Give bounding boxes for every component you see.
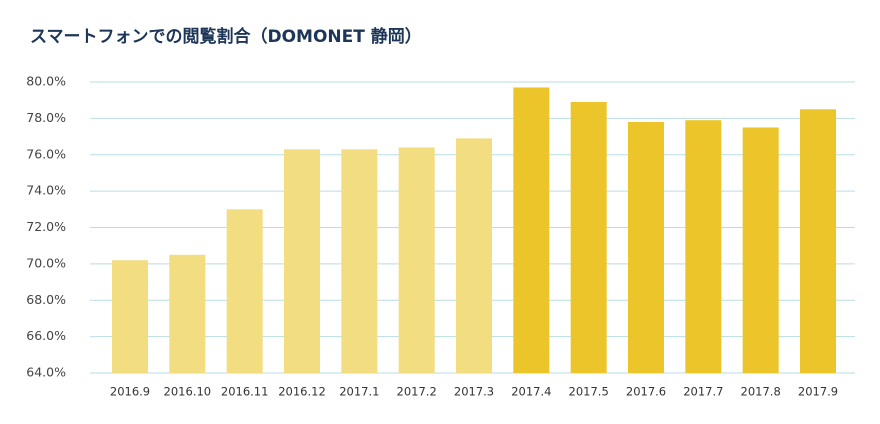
x-tick-label: 2017.1 — [339, 385, 379, 399]
chart-title: スマートフォンでの閲覧割合（DOMONET 静岡） — [30, 26, 422, 47]
bar — [742, 127, 779, 373]
x-tick-label: 2016.9 — [110, 385, 150, 399]
x-tick-label: 2017.2 — [397, 385, 437, 399]
y-tick-label: 76.0% — [26, 146, 66, 161]
y-tick-label: 80.0% — [26, 74, 66, 89]
x-tick-label: 2017.9 — [798, 385, 838, 399]
bar — [398, 147, 435, 373]
bar — [284, 149, 320, 373]
y-tick-label: 68.0% — [26, 292, 66, 307]
y-tick-label: 72.0% — [26, 219, 66, 234]
x-tick-label: 2016.10 — [164, 385, 212, 399]
bar — [169, 254, 206, 373]
x-tick-label: 2017.8 — [741, 385, 781, 399]
x-tick-label: 2017.7 — [683, 385, 723, 399]
y-tick-label: 64.0% — [26, 365, 66, 380]
x-tick-label: 2017.5 — [569, 385, 609, 399]
x-tick-label: 2017.3 — [454, 385, 494, 399]
bar — [800, 109, 836, 373]
bar — [456, 138, 492, 373]
y-tick-label: 66.0% — [26, 328, 66, 343]
y-tick-label: 78.0% — [26, 110, 66, 125]
bar — [628, 122, 664, 373]
x-tick-label: 2016.12 — [278, 385, 326, 399]
y-tick-label: 70.0% — [26, 255, 66, 270]
y-tick-label: 74.0% — [26, 183, 66, 198]
bar — [685, 120, 722, 373]
bar — [570, 102, 607, 373]
x-tick-label: 2017.4 — [511, 385, 551, 399]
x-tick-label: 2016.11 — [221, 385, 269, 399]
bar — [513, 87, 550, 374]
bar — [226, 209, 263, 373]
bar — [341, 149, 378, 373]
x-tick-label: 2017.6 — [626, 385, 666, 399]
bar — [112, 260, 148, 373]
